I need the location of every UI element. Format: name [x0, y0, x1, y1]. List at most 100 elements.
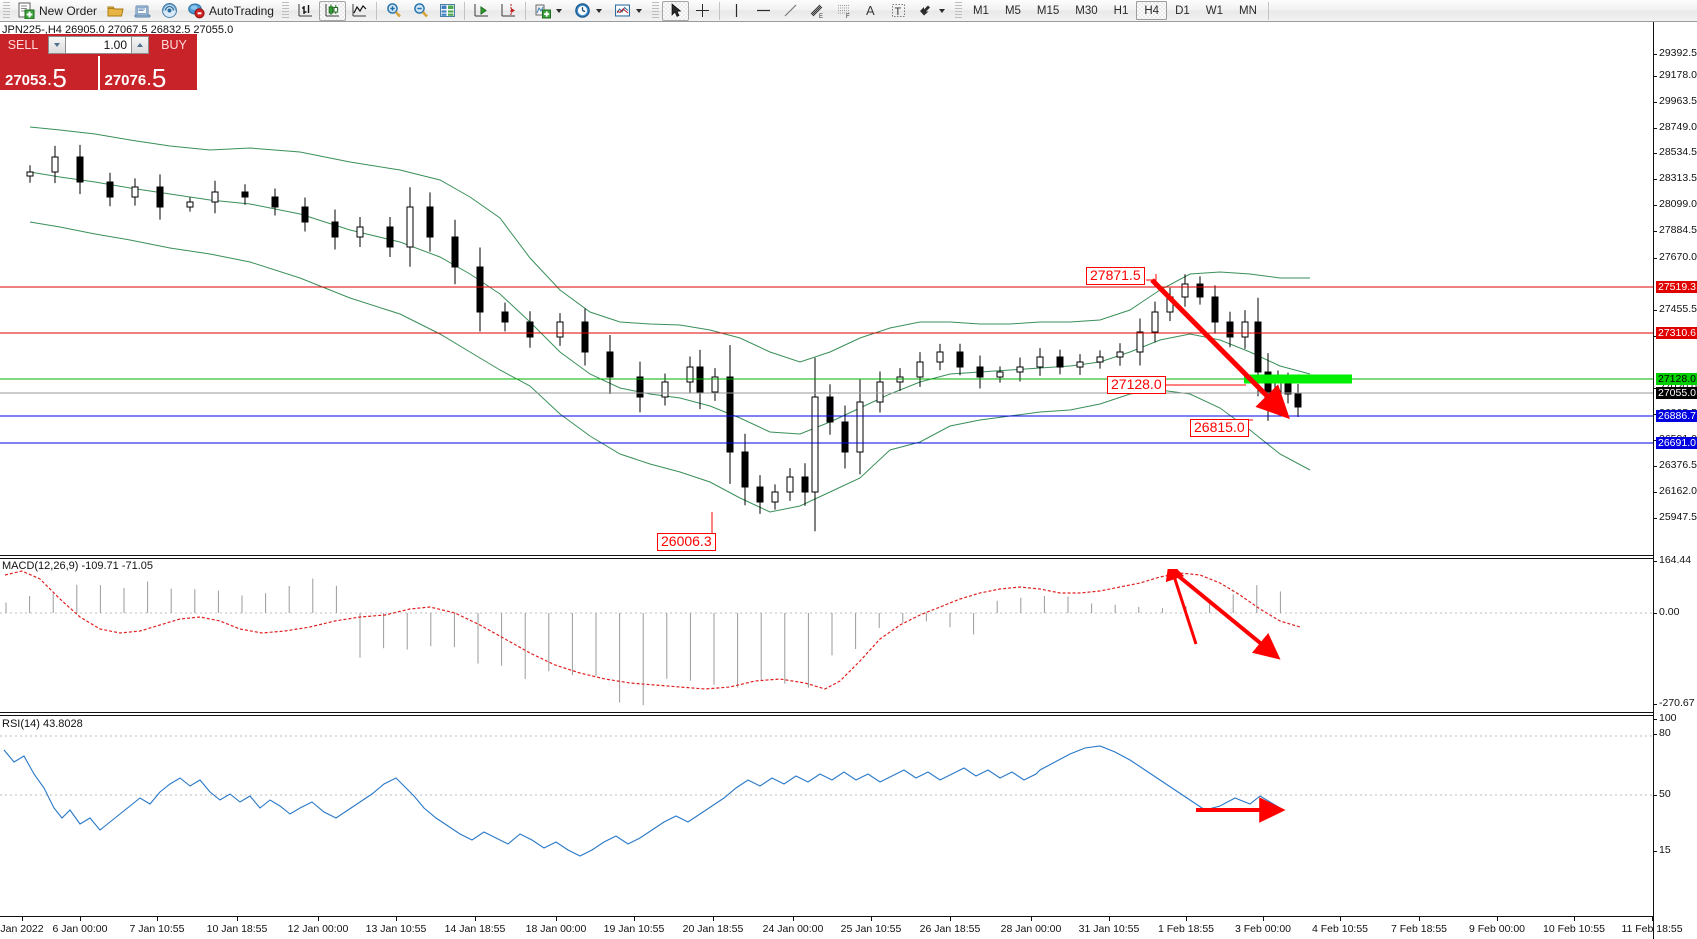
chart-shift-button[interactable]	[495, 1, 522, 21]
timeframe-h1[interactable]: H1	[1113, 4, 1129, 17]
time-tick-label: 7 Feb 18:55	[1390, 923, 1448, 935]
zoom-out-button[interactable]	[407, 1, 434, 21]
symbol-ohlc-header: JPN225-,H4 26905.0 27067.5 26832.5 27055…	[2, 24, 234, 36]
bar-chart-button[interactable]	[292, 1, 319, 21]
price-tick-label: 25947.5	[1659, 511, 1697, 523]
buy-price-button[interactable]: 27076 . 5	[99, 56, 197, 93]
arrows-icon	[917, 2, 934, 19]
crosshair-button[interactable]	[689, 1, 716, 21]
buy-price-integer: 27076	[104, 72, 147, 89]
chart-type-toolbar-grip[interactable]	[281, 1, 289, 20]
metaeditor-icon	[134, 2, 151, 19]
vertical-line-button[interactable]	[723, 1, 750, 21]
horizontal-line-button[interactable]	[750, 1, 777, 21]
timeframe-m5[interactable]: M5	[1004, 4, 1021, 17]
timeframe-mn[interactable]: MN	[1239, 4, 1257, 17]
sell-label[interactable]: SELL	[0, 34, 46, 56]
cursor-icon	[667, 2, 684, 19]
vertical-line-icon	[728, 2, 745, 19]
volume-increase-button[interactable]	[131, 36, 149, 54]
arrows-button[interactable]	[912, 1, 952, 21]
buy-price-fraction: 5	[151, 63, 167, 93]
indicators-button[interactable]	[529, 1, 569, 21]
price-level-badge[interactable]: 27055.0	[1656, 387, 1697, 399]
svg-text:T: T	[894, 6, 901, 18]
time-tick-label: 25 Jan 10:55	[840, 923, 902, 935]
chart-window[interactable]: JPN225-,H4 26905.0 27067.5 26832.5 27055…	[0, 22, 1697, 939]
time-axis[interactable]: Jan 2022 6 Jan 00:00 7 Jan 10:55 10 Jan 18:…	[0, 916, 1683, 939]
price-tick-label: 27670.0	[1659, 251, 1697, 263]
text-button[interactable]: A	[858, 1, 885, 21]
templates-button[interactable]	[609, 1, 649, 21]
history-button[interactable]	[102, 1, 129, 21]
price-level-badge[interactable]: 27519.3	[1656, 281, 1697, 293]
equidistant-channel-button[interactable]: E	[804, 1, 831, 21]
auto-scroll-button[interactable]	[468, 1, 495, 21]
cursor-button[interactable]	[661, 0, 689, 21]
macd-rsi-separator-2	[0, 715, 1653, 716]
volume-decrease-button[interactable]	[48, 36, 66, 54]
time-tick-label: 3 Feb 00:00	[1234, 923, 1292, 935]
toolbar-grip[interactable]	[3, 1, 10, 20]
line-chart-button[interactable]	[346, 1, 373, 21]
volume-input[interactable]: 1.00	[66, 36, 131, 54]
timeframe-d1[interactable]: D1	[1175, 4, 1190, 17]
indicators-chevron-down-icon[interactable]	[555, 3, 564, 19]
time-tick-mark	[1186, 917, 1187, 921]
timeframe-m15[interactable]: M15	[1036, 4, 1060, 17]
one-click-trading-panel[interactable]: SELL 1.00 BUY 27053 . 5 27076 . 5	[0, 34, 197, 93]
candlestick-icon	[324, 2, 341, 19]
timeframe-m30[interactable]: M30	[1075, 4, 1098, 17]
line-chart-icon	[351, 2, 368, 19]
time-tick-label: 7 Jan 10:55	[129, 923, 185, 935]
signals-button[interactable]	[156, 1, 183, 21]
sell-price-button[interactable]: 27053 . 5	[0, 56, 98, 93]
candlestick-chart-button[interactable]	[318, 0, 346, 21]
auto-scroll-icon	[473, 2, 490, 19]
price-level-badge[interactable]: 26691.0	[1656, 437, 1697, 449]
autotrading-button[interactable]: AutoTrading	[183, 1, 279, 21]
callout-support[interactable]: 27128.0	[1107, 376, 1166, 394]
volume-stepper[interactable]: 1.00	[46, 34, 151, 56]
macd-pane-canvas	[0, 569, 1653, 706]
time-tick-mark	[1263, 917, 1264, 921]
timeframe-h4[interactable]: H4	[1136, 1, 1168, 20]
callout-high[interactable]: 27871.5	[1086, 267, 1145, 285]
price-level-badge[interactable]: 27310.6	[1656, 327, 1697, 339]
arrows-chevron-down-icon[interactable]	[938, 3, 947, 19]
templates-chevron-down-icon[interactable]	[635, 3, 644, 19]
signals-icon	[161, 2, 178, 19]
downtrend-arrow	[1150, 278, 1290, 420]
data-window-button[interactable]	[434, 1, 461, 21]
timeframe-m1[interactable]: M1	[972, 4, 989, 17]
line-studies-toolbar-grip[interactable]	[651, 1, 659, 20]
fibonacci-button[interactable]: F	[831, 1, 858, 21]
rsi-indicator-label: RSI(14) 43.8028	[2, 718, 83, 730]
time-tick-label: 9 Feb 00:00	[1468, 923, 1526, 935]
period-chevron-down-icon[interactable]	[595, 3, 604, 19]
zoom-in-button[interactable]	[380, 1, 407, 21]
callout-low-feb[interactable]: 26815.0	[1190, 419, 1249, 437]
price-level-badge[interactable]: 26886.7	[1656, 410, 1697, 422]
time-tick-mark	[1419, 917, 1420, 921]
sell-price-fraction: 5	[52, 63, 67, 93]
price-tick-label: 26376.5	[1659, 459, 1697, 471]
svg-text:F: F	[846, 14, 850, 19]
svg-text:E: E	[819, 14, 823, 19]
text-label-button[interactable]: T	[885, 1, 912, 21]
time-tick-mark	[556, 917, 557, 921]
callout-low-jan[interactable]: 26006.3	[657, 533, 716, 551]
buy-label[interactable]: BUY	[151, 34, 197, 56]
price-macd-separator-2	[0, 558, 1653, 559]
timeframe-toolbar-grip[interactable]	[954, 1, 962, 20]
metaeditor-button[interactable]	[129, 1, 156, 21]
price-level-badge[interactable]: 27128.0	[1656, 373, 1697, 385]
period-button[interactable]	[569, 1, 609, 21]
timeframe-w1[interactable]: W1	[1205, 4, 1224, 17]
new-order-button[interactable]: New Order	[13, 1, 102, 21]
trendline-button[interactable]	[777, 1, 804, 21]
time-tick-label: 20 Jan 18:55	[682, 923, 744, 935]
price-pane-canvas	[0, 126, 1653, 542]
price-axis[interactable]: 29392.5 29178.0 29963.5 28749.0 28534.5 28313…	[1653, 22, 1697, 939]
data-window-icon	[439, 2, 456, 19]
